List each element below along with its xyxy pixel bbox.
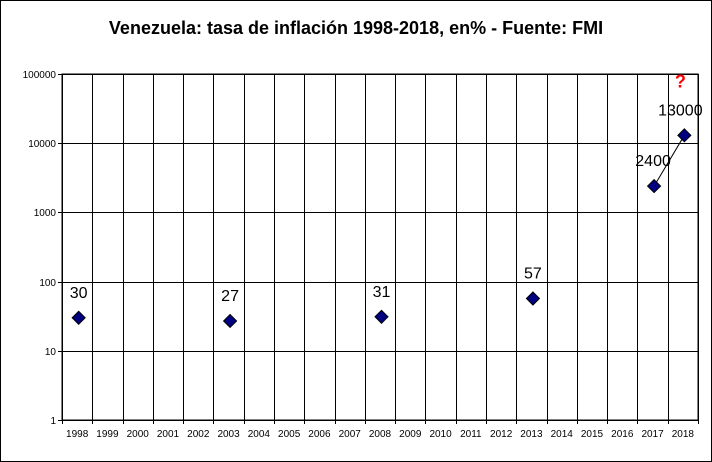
x-tick-label: 2014 (551, 429, 574, 440)
x-tick-label: 2005 (278, 429, 301, 440)
data-label: 27 (221, 288, 239, 305)
x-tick-label: 2012 (490, 429, 513, 440)
grid (58, 73, 699, 424)
x-tick-label: 1999 (96, 429, 119, 440)
data-point (677, 128, 692, 143)
series-line-segment (653, 135, 685, 187)
plot-area-border (61, 73, 699, 421)
chart-title: Venezuela: tasa de inflación 1998-2018, … (108, 18, 604, 38)
data-point (525, 291, 541, 306)
y-tick-label: 100000 (23, 70, 57, 81)
x-tick-label: 2000 (127, 429, 150, 440)
x-tick-label: 2008 (369, 429, 392, 440)
y-axis-ticks: 1 10 100 1000 10000 100000 (23, 70, 57, 427)
x-tick-label: 2002 (187, 429, 210, 440)
data-point (374, 309, 389, 325)
x-tick-label: 2011 (460, 429, 482, 440)
data-label: 30 (70, 285, 88, 302)
y-tick-label: 10 (45, 347, 57, 358)
x-tick-label: 2016 (611, 429, 634, 440)
x-tick-label: 2007 (339, 429, 362, 440)
data-label: 13000 (658, 102, 703, 119)
data-point (222, 313, 238, 329)
question-mark-annotation: ? (675, 71, 686, 91)
data-point (71, 310, 86, 325)
x-tick-label: 2013 (520, 429, 543, 440)
x-tick-label: 2006 (308, 429, 331, 440)
x-tick-label: 2003 (217, 429, 240, 440)
x-axis-ticks: 1998 1999 2000 2001 2002 2003 2004 2005 2006 2007… (66, 429, 694, 440)
data-series: 30 27 31 57 2400 13000? (70, 71, 703, 329)
y-tick-label: 1 (50, 416, 56, 427)
x-tick-label: 2004 (248, 429, 271, 440)
x-tick-label: 2001 (157, 429, 180, 440)
x-tick-label: 2015 (581, 429, 604, 440)
x-tick-label: 2010 (429, 429, 452, 440)
y-tick-label: 10000 (28, 139, 56, 150)
x-tick-label: 2009 (399, 429, 422, 440)
data-label: 57 (524, 265, 542, 282)
x-tick-label: 2018 (672, 429, 695, 440)
data-point (646, 178, 662, 194)
data-label: 31 (373, 284, 391, 301)
y-tick-label: 1000 (34, 208, 57, 219)
x-tick-label: 2017 (641, 429, 664, 440)
x-tick-label: 1998 (66, 429, 89, 440)
y-tick-label: 100 (39, 278, 56, 289)
data-label: 2400 (635, 153, 671, 170)
